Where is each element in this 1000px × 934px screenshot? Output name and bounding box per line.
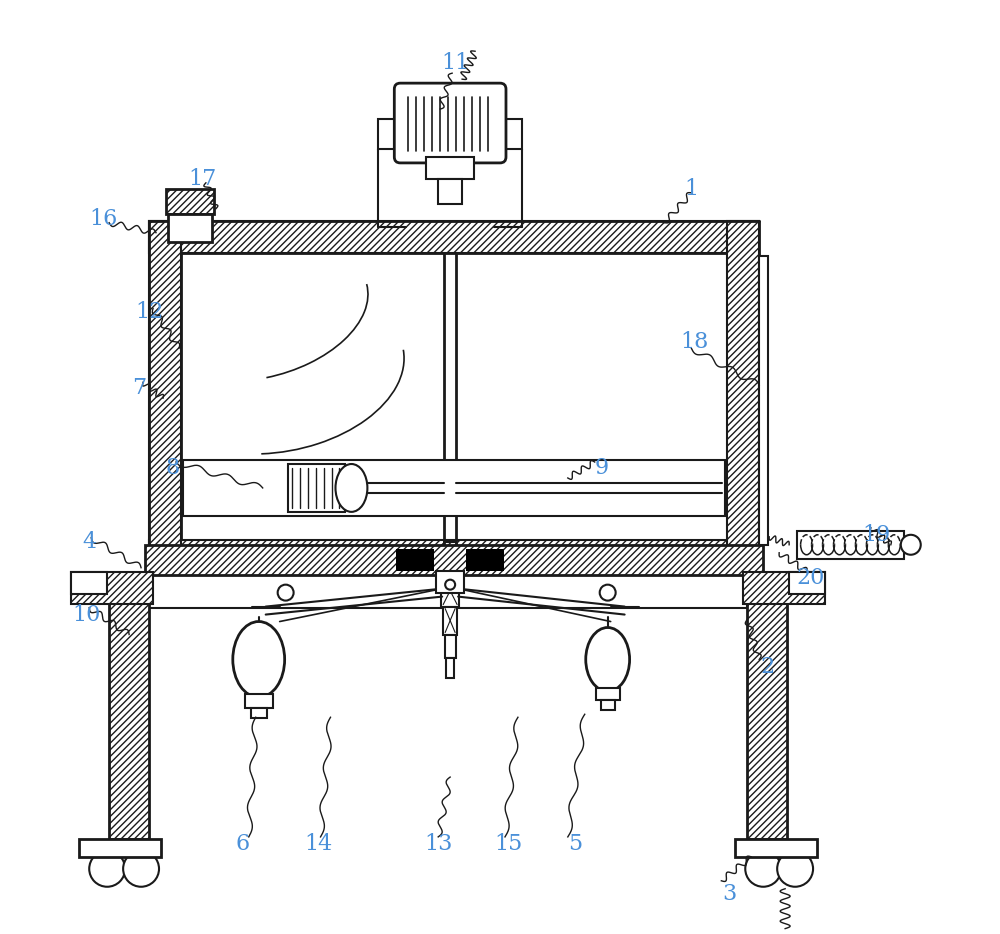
Bar [596,688,620,700]
Ellipse shape [586,628,630,691]
Bar [245,694,273,708]
Bar [797,531,904,559]
Bar [378,119,522,149]
Text: 17: 17 [189,168,217,190]
Bar [436,571,464,593]
Bar [443,606,457,634]
Bar [181,252,727,540]
Circle shape [278,585,294,601]
Bar [759,256,768,545]
Ellipse shape [233,621,285,698]
Bar [445,634,456,658]
Bar [735,839,817,856]
Text: 6: 6 [236,833,250,855]
Bar [183,460,725,516]
Bar [601,700,615,710]
Bar [166,189,214,214]
Bar [71,572,107,594]
Circle shape [89,851,125,886]
Text: 3: 3 [722,883,736,905]
Text: 12: 12 [135,302,163,323]
Text: 11: 11 [441,52,469,74]
Bar [109,572,149,839]
Bar [438,178,462,204]
Bar [747,572,787,839]
Text: 8: 8 [166,457,180,479]
Text: 7: 7 [132,377,146,399]
Bar [466,549,504,571]
Text: 15: 15 [494,833,522,855]
Ellipse shape [335,464,367,512]
Bar [396,549,434,571]
Circle shape [901,535,921,555]
Bar [789,572,825,594]
Bar [441,574,459,606]
Bar [149,220,759,252]
Bar [288,464,345,512]
Text: 4: 4 [82,531,96,553]
Bar [743,572,825,603]
FancyBboxPatch shape [394,83,506,163]
Circle shape [600,585,616,601]
Text: 20: 20 [797,567,825,588]
Text: 1: 1 [684,177,698,200]
Text: 19: 19 [863,524,891,545]
Bar [168,214,212,242]
Bar [149,572,747,608]
Bar [149,220,181,572]
Text: 18: 18 [680,332,709,353]
Text: 10: 10 [72,603,100,626]
Text: 9: 9 [595,457,609,479]
Bar [727,220,759,572]
Bar [149,540,759,572]
Text: 16: 16 [89,207,117,230]
Text: 5: 5 [568,833,582,855]
Circle shape [445,580,455,589]
Bar [79,839,161,856]
Circle shape [123,851,159,886]
Bar [426,157,474,178]
Text: 14: 14 [304,833,333,855]
Bar [71,572,153,603]
Text: 2: 2 [760,657,774,678]
Circle shape [745,851,781,886]
Bar [251,708,267,718]
Bar [145,545,763,574]
Circle shape [777,851,813,886]
Text: 13: 13 [424,833,452,855]
Bar [446,658,454,678]
